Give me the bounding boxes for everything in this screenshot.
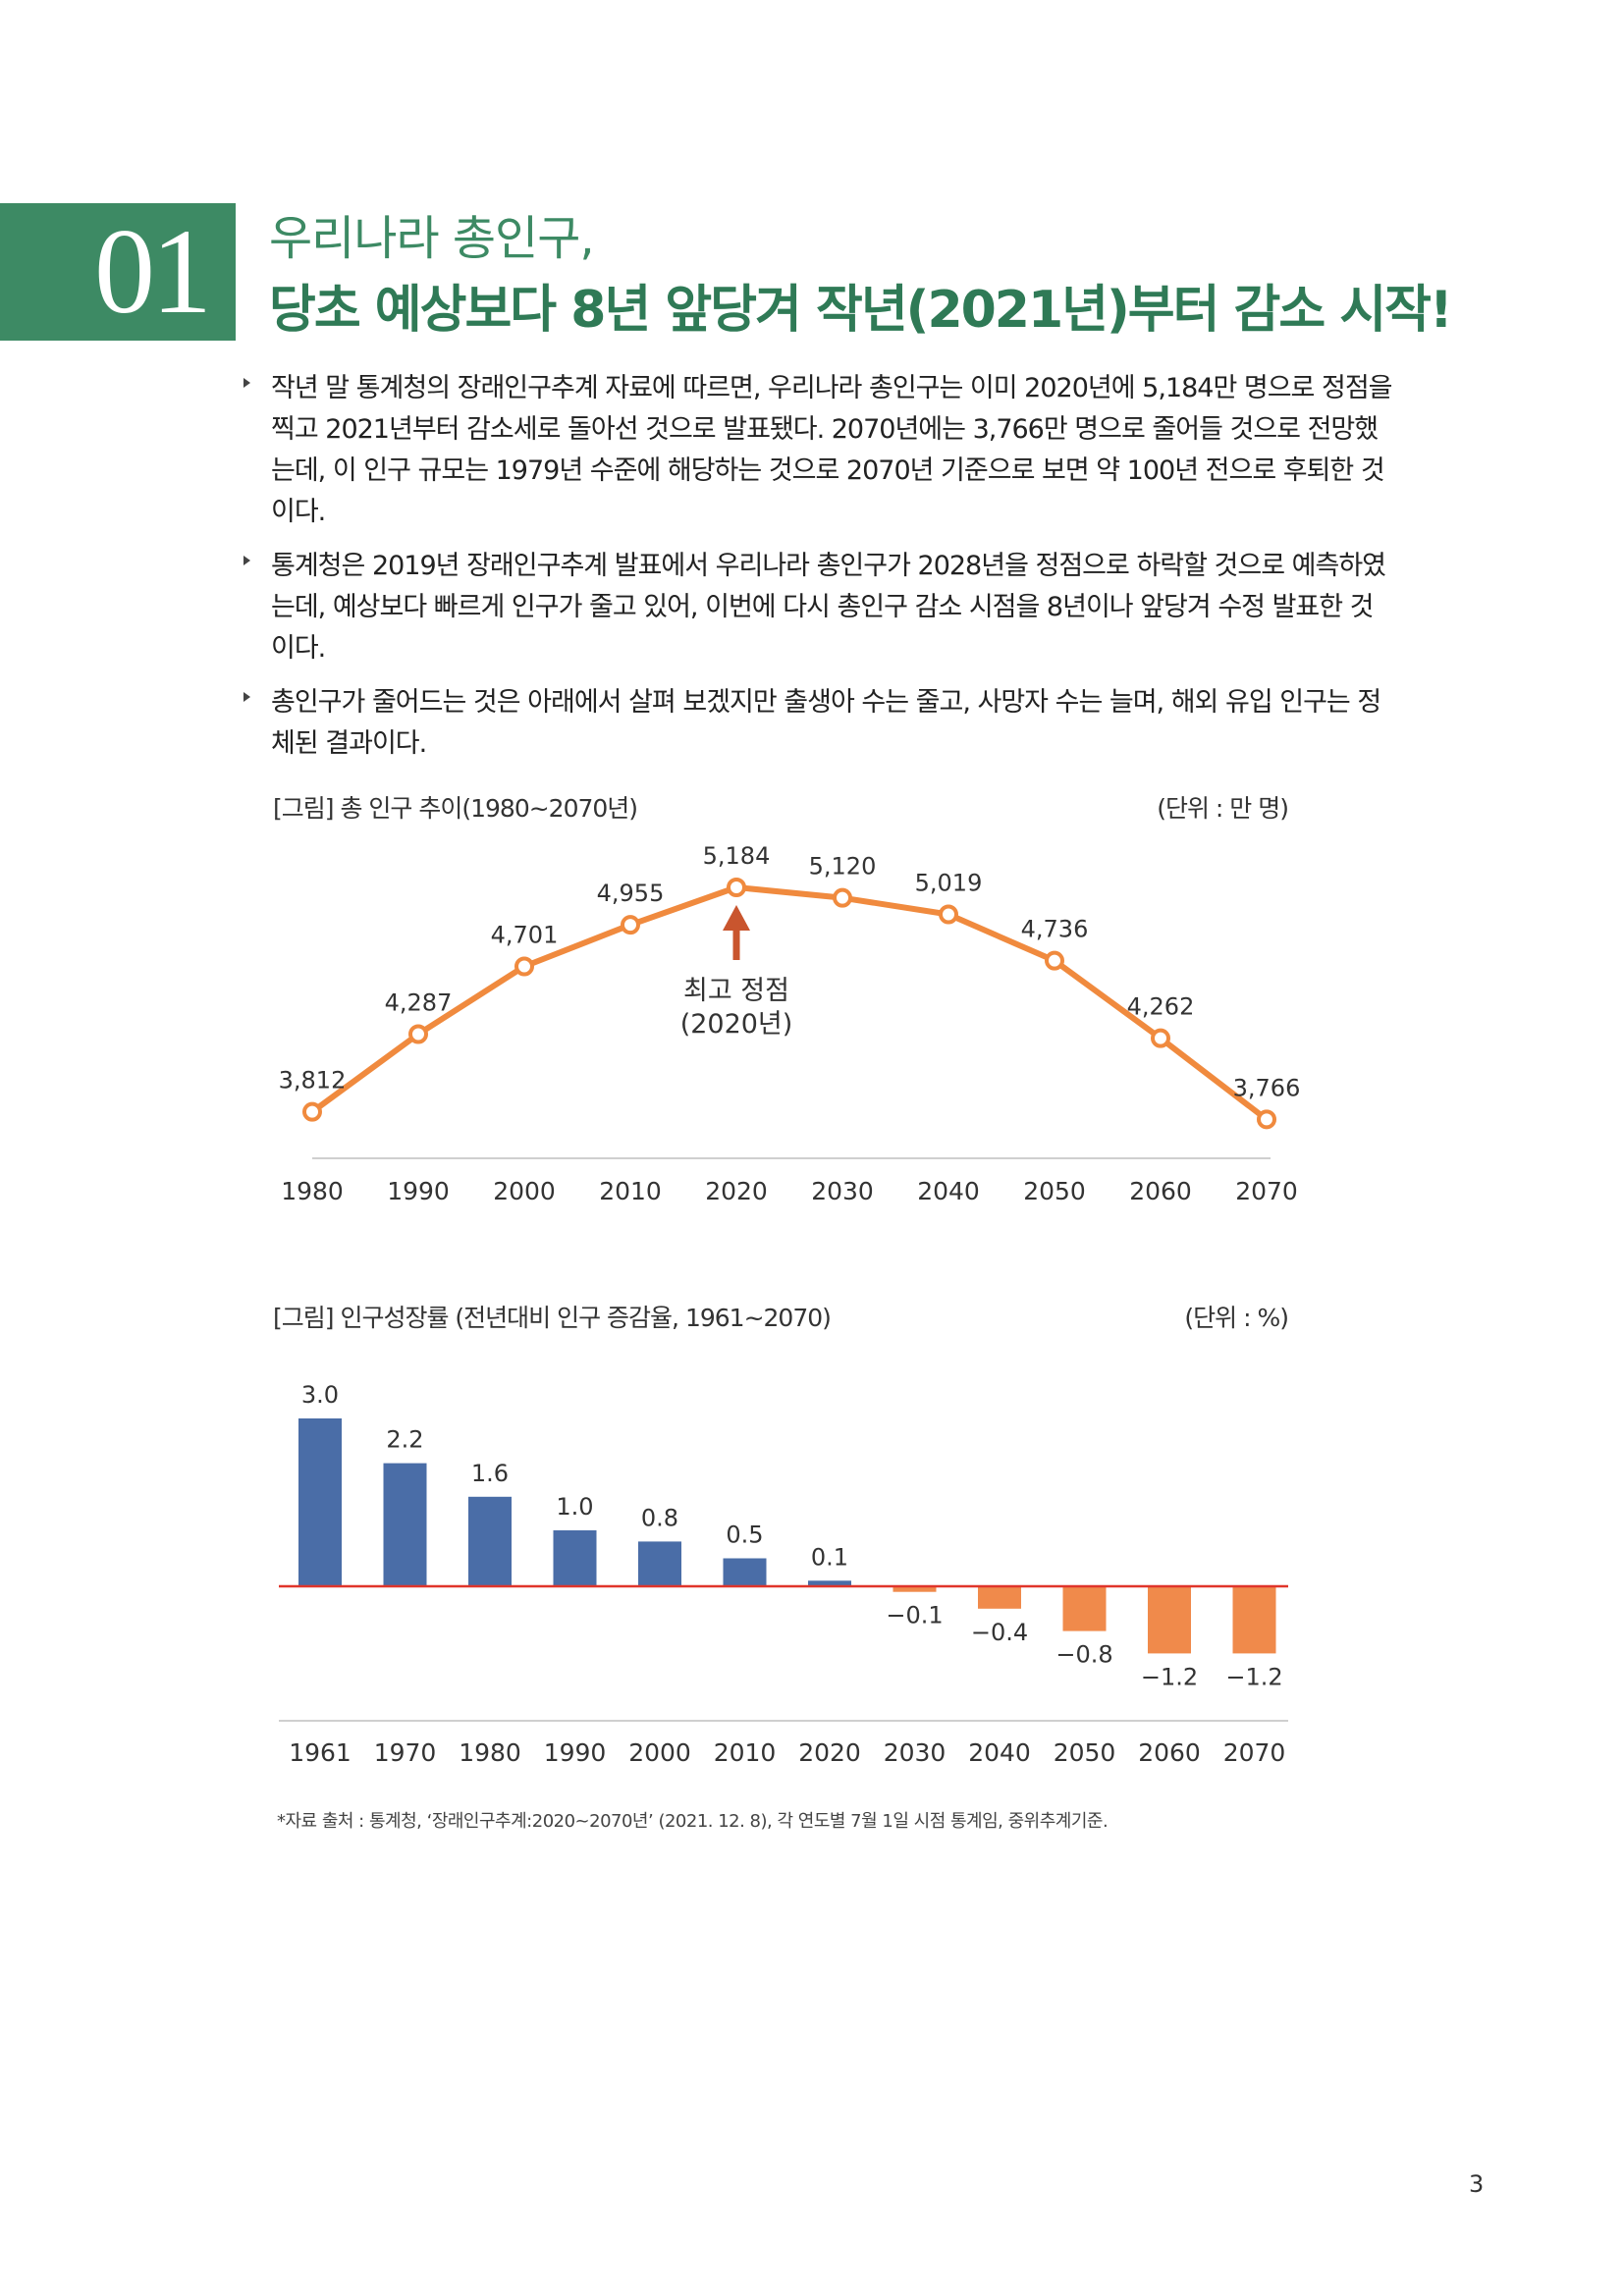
section-title: 당초 예상보다 8년 앞당겨 작년(2021년)부터 감소 시작! [269, 281, 1453, 340]
population-point [302, 1101, 322, 1122]
section-subtitle: 우리나라 총인구, [269, 211, 595, 266]
bullet-line: 찍고 2021년부터 감소세로 돌아선 것으로 발표됐다. 2070년에는 3,… [271, 414, 1379, 445]
x-tick-label: 2030 [884, 1738, 947, 1767]
growth-bar [298, 1418, 342, 1586]
x-tick-label: 2060 [1138, 1738, 1201, 1767]
growth-data-label: −1.2 [1141, 1663, 1198, 1690]
bullet-item: 통계청은 2019년 장래인구추계 발표에서 우리나라 총인구가 2028년을 … [238, 546, 1485, 669]
population-point [1151, 1028, 1170, 1048]
population-point [1045, 950, 1064, 971]
x-tick-label: 2060 [1129, 1177, 1192, 1205]
x-tick-label: 1980 [281, 1177, 344, 1205]
growth-bar [1232, 1586, 1276, 1654]
growth-bar [553, 1530, 597, 1586]
x-tick-label: 2040 [917, 1177, 980, 1205]
population-point [1257, 1109, 1276, 1130]
population-data-label: 4,287 [385, 989, 453, 1017]
bullet-item: 작년 말 통계청의 장래인구추계 자료에 따르면, 우리나라 총인구는 이미 2… [238, 368, 1485, 533]
x-tick-label: 2000 [493, 1177, 556, 1205]
population-point [621, 915, 640, 935]
population-line-chart: 3,812 1980 4,287 1990 4,701 2000 4,955 2010 5,18… [279, 842, 1301, 1205]
population-series-line [310, 884, 1269, 1122]
population-point [833, 887, 852, 908]
growth-bar [893, 1586, 937, 1592]
growth-data-label: 0.1 [811, 1543, 848, 1571]
bullet-line: 는데, 예상보다 빠르게 인구가 줄고 있어, 이번에 다시 총인구 감소 시점… [271, 592, 1375, 622]
page-number: 3 [1469, 2170, 1485, 2198]
population-data-label: 5,019 [915, 870, 983, 897]
x-tick-label: 2050 [1023, 1177, 1086, 1205]
population-data-label: 5,120 [809, 853, 877, 881]
bullet-line: 체된 결과이다. [271, 728, 427, 759]
growth-data-label: −0.1 [886, 1602, 943, 1629]
growth-bar [723, 1558, 767, 1586]
bullet-line: 총인구가 줄어드는 것은 아래에서 살펴 보겠지만 출생아 수는 줄고, 사망자… [271, 687, 1381, 718]
x-tick-label: 2030 [811, 1177, 874, 1205]
bullet-line: 이다. [271, 497, 326, 527]
population-data-label: 4,701 [491, 922, 559, 949]
bullet-item: 총인구가 줄어드는 것은 아래에서 살펴 보겠지만 출생아 수는 줄고, 사망자… [238, 682, 1485, 765]
growth-rate-bar-chart: 3.0 1961 2.2 1970 1.6 1980 1.0 1990 0.8 2000 0.5 20… [279, 1381, 1288, 1767]
growth-bar [808, 1580, 851, 1586]
x-tick-label: 2070 [1223, 1738, 1286, 1767]
population-point [727, 878, 746, 897]
growth-data-label: 1.6 [471, 1460, 509, 1487]
growth-bar [978, 1586, 1021, 1609]
bullet-triangle-icon [243, 556, 250, 565]
growth-data-label: 0.8 [641, 1504, 678, 1531]
growth-bar [1148, 1586, 1191, 1654]
x-tick-label: 2020 [705, 1177, 768, 1205]
population-data-label: 3,766 [1233, 1074, 1301, 1101]
population-point [514, 956, 534, 977]
bullet-triangle-icon [243, 692, 250, 702]
growth-data-label: 3.0 [301, 1381, 339, 1409]
x-tick-label: 1970 [374, 1738, 437, 1767]
bullet-line: 는데, 이 인구 규모는 1979년 수준에 해당하는 것으로 2070년 기준… [271, 455, 1385, 486]
peak-annotation-label: (2020년) [680, 1009, 793, 1040]
growth-data-label: 0.5 [726, 1522, 763, 1549]
x-tick-label: 2040 [968, 1738, 1031, 1767]
figure1-unit: (단위 : 만 명) [1157, 794, 1289, 823]
growth-data-label: −0.8 [1055, 1641, 1112, 1669]
population-point [408, 1024, 428, 1044]
peak-arrow-icon [723, 905, 750, 931]
population-data-label: 4,262 [1127, 993, 1195, 1021]
x-tick-label: 2050 [1054, 1738, 1116, 1767]
growth-data-label: 2.2 [386, 1426, 423, 1454]
bullet-line: 통계청은 2019년 장래인구추계 발표에서 우리나라 총인구가 2028년을 … [271, 551, 1386, 581]
section-badge [0, 203, 236, 341]
figure2-caption: [그림] 인구성장률 (전년대비 인구 증감율, 1961~2070) [273, 1304, 832, 1332]
figure1-caption: [그림] 총 인구 추이(1980~2070년) [273, 794, 638, 823]
population-data-label: 4,955 [597, 880, 665, 907]
bullet-triangle-icon [243, 378, 250, 388]
growth-data-label: −0.4 [971, 1619, 1028, 1646]
x-tick-label: 1990 [544, 1738, 607, 1767]
source-note: *자료 출처 : 통계청, ‘장래인구추계:2020~2070년’ (2021.… [277, 1811, 1109, 1832]
population-data-label: 3,812 [279, 1067, 347, 1095]
bullet-line: 작년 말 통계청의 장래인구추계 자료에 따르면, 우리나라 총인구는 이미 2… [271, 373, 1393, 403]
x-tick-label: 2070 [1235, 1177, 1298, 1205]
x-tick-label: 2010 [714, 1738, 777, 1767]
bullet-list: 작년 말 통계청의 장래인구추계 자료에 따르면, 우리나라 총인구는 이미 2… [238, 368, 1485, 777]
x-tick-label: 2010 [599, 1177, 662, 1205]
bullet-line: 이다. [271, 633, 326, 664]
x-tick-label: 1990 [387, 1177, 450, 1205]
growth-data-label: −1.2 [1225, 1663, 1282, 1690]
population-data-label: 5,184 [703, 842, 771, 870]
growth-bar [383, 1463, 427, 1586]
population-point [939, 904, 958, 925]
growth-bar [1062, 1586, 1107, 1631]
peak-annotation-label: 최고 정점 [683, 976, 789, 1006]
section-number: 01 [94, 204, 212, 339]
population-data-label: 4,736 [1021, 916, 1089, 943]
growth-bar [638, 1541, 681, 1586]
x-tick-label: 2020 [798, 1738, 861, 1767]
x-tick-label: 2000 [628, 1738, 691, 1767]
figure2-unit: (단위 : %) [1184, 1304, 1289, 1332]
growth-data-label: 1.0 [556, 1493, 593, 1521]
x-tick-label: 1961 [289, 1738, 352, 1767]
x-tick-label: 1980 [459, 1738, 521, 1767]
growth-bar [468, 1496, 512, 1586]
